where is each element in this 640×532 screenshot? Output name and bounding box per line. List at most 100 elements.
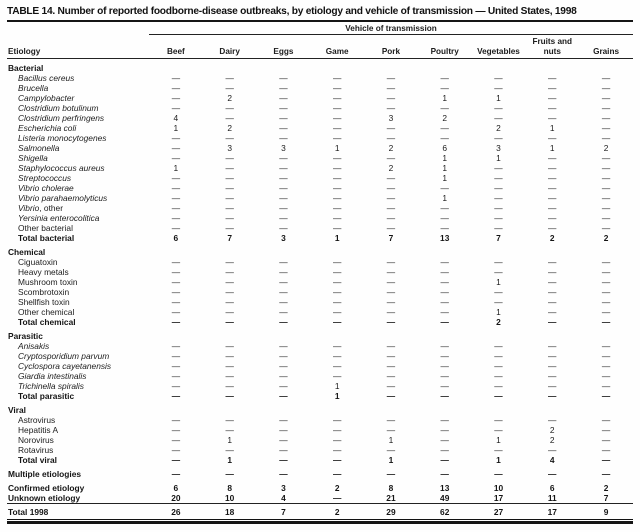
cell-value: 6 [549,483,555,493]
row-label: Cyclospora cayetanensis [18,361,112,371]
column-header-row: Etiology Beef Dairy Eggs Game Pork Poultry Veg… [7,34,633,59]
cell-value: — [279,123,288,133]
row-label: Clostridium botulinum [18,103,99,113]
cell-value: 4 [281,493,286,503]
cell-value: — [494,193,503,203]
cell-value: — [279,193,288,203]
row-label: Bacillus cereus [18,73,75,83]
table-row: Giardia intestinalis — — — — — — — — — [7,371,633,381]
table-row: Salmonella — 3 3 1 2 6 3 1 2 [7,143,633,153]
row-label: Streptococcus [18,173,72,183]
cell-value: — [225,257,234,267]
cell-value: — [494,83,503,93]
cell-value: — [494,415,503,425]
spanner-spacer [7,22,149,35]
cell-value: — [440,381,449,391]
cell-value: — [494,425,503,435]
cell-value: 1 [227,435,232,445]
cell-value: — [225,469,234,479]
cell-value: — [332,193,342,203]
section-header-row: Bacterial [7,59,633,74]
cell-value: — [548,415,557,425]
table-row: Streptococcus — — — — — 1 — — — [7,173,633,183]
cell-value: — [440,267,449,277]
table-row: Ciguatoxin — — — — — — — — — [7,257,633,267]
table-row: Mushroom toxin — — — — — — 1 — — [7,277,633,287]
cell-value: — [548,193,557,203]
cell-value: — [548,153,557,163]
cell-value: — [332,317,342,327]
column-header: Fruits and nuts [525,34,580,59]
cell-value: 7 [388,233,394,243]
row-label: Salmonella [18,143,60,153]
cell-value: 11 [547,493,557,503]
cell-value: — [440,213,449,223]
cell-value: — [171,153,181,163]
cell-value: — [440,257,449,267]
cell-value: — [171,193,181,203]
table-row: Heavy metals — — — — — — — — — [7,267,633,277]
column-header: Game [310,34,365,59]
cell-value: — [279,361,288,371]
cell-value: — [386,351,396,361]
cell-value: 3 [227,143,232,153]
cell-value: — [386,83,396,93]
cell-value: 6 [173,483,179,493]
cell-value: — [386,213,396,223]
cell-value: — [386,391,396,401]
cell-value: 7 [256,503,311,520]
cell-value: 1 [496,153,501,163]
cell-value: — [386,317,396,327]
cell-value: — [386,183,396,193]
cell-value: — [279,257,288,267]
cell-value: — [386,415,396,425]
cell-value: — [279,341,288,351]
cell-value: — [225,317,234,327]
cell-value: — [225,341,234,351]
etiology-column-header: Etiology [7,34,149,59]
cell-value: — [601,455,611,465]
vehicle-of-transmission-header: Vehicle of transmission [149,22,633,35]
cell-value: — [548,133,557,143]
cell-value: — [601,445,611,455]
cell-value: — [386,267,396,277]
cell-value: — [225,415,234,425]
cell-value: — [386,133,396,143]
row-label: Ciguatoxin [18,257,58,267]
row-label: Shigella [18,153,48,163]
row-label: Total bacterial [18,233,75,243]
cell-value: — [171,223,181,233]
table-row: Vibrio cholerae — — — — — — — — — [7,183,633,193]
cell-value: — [279,317,288,327]
cell-value: 21 [386,493,396,503]
cell-value: — [548,173,557,183]
cell-value: — [332,493,342,503]
table-row: Trichinella spiralis — — — 1 — — — — — [7,381,633,391]
cell-value: — [601,83,611,93]
row-label: Listeria monocytogenes [18,133,107,143]
cell-value: — [171,143,181,153]
cell-value: — [494,445,503,455]
table-row: Total viral — 1 — — 1 — 1 4 — [7,455,633,465]
cell-value: 6 [442,143,448,153]
cell-value: — [225,203,234,213]
cell-value: — [279,415,288,425]
cell-value: — [386,277,396,287]
cell-value: — [225,83,234,93]
cell-value: — [332,123,342,133]
cell-value: — [601,113,611,123]
cell-value: 1 [442,163,448,173]
row-label: Other chemical [18,307,75,317]
cell-value: — [386,193,396,203]
table-row: Cryptosporidium parvum — — — — — — — — — [7,351,633,361]
cell-value: — [332,341,342,351]
cell-value: — [332,113,342,123]
cell-value: — [171,213,181,223]
cell-value: — [494,351,503,361]
cell-value: — [440,415,449,425]
cell-value: — [279,351,288,361]
table-row: Total 1998 26 18 7 2 29 62 27 17 9 [7,503,633,520]
cell-value: — [332,223,342,233]
cell-value: — [332,83,342,93]
cell-value: — [601,203,611,213]
